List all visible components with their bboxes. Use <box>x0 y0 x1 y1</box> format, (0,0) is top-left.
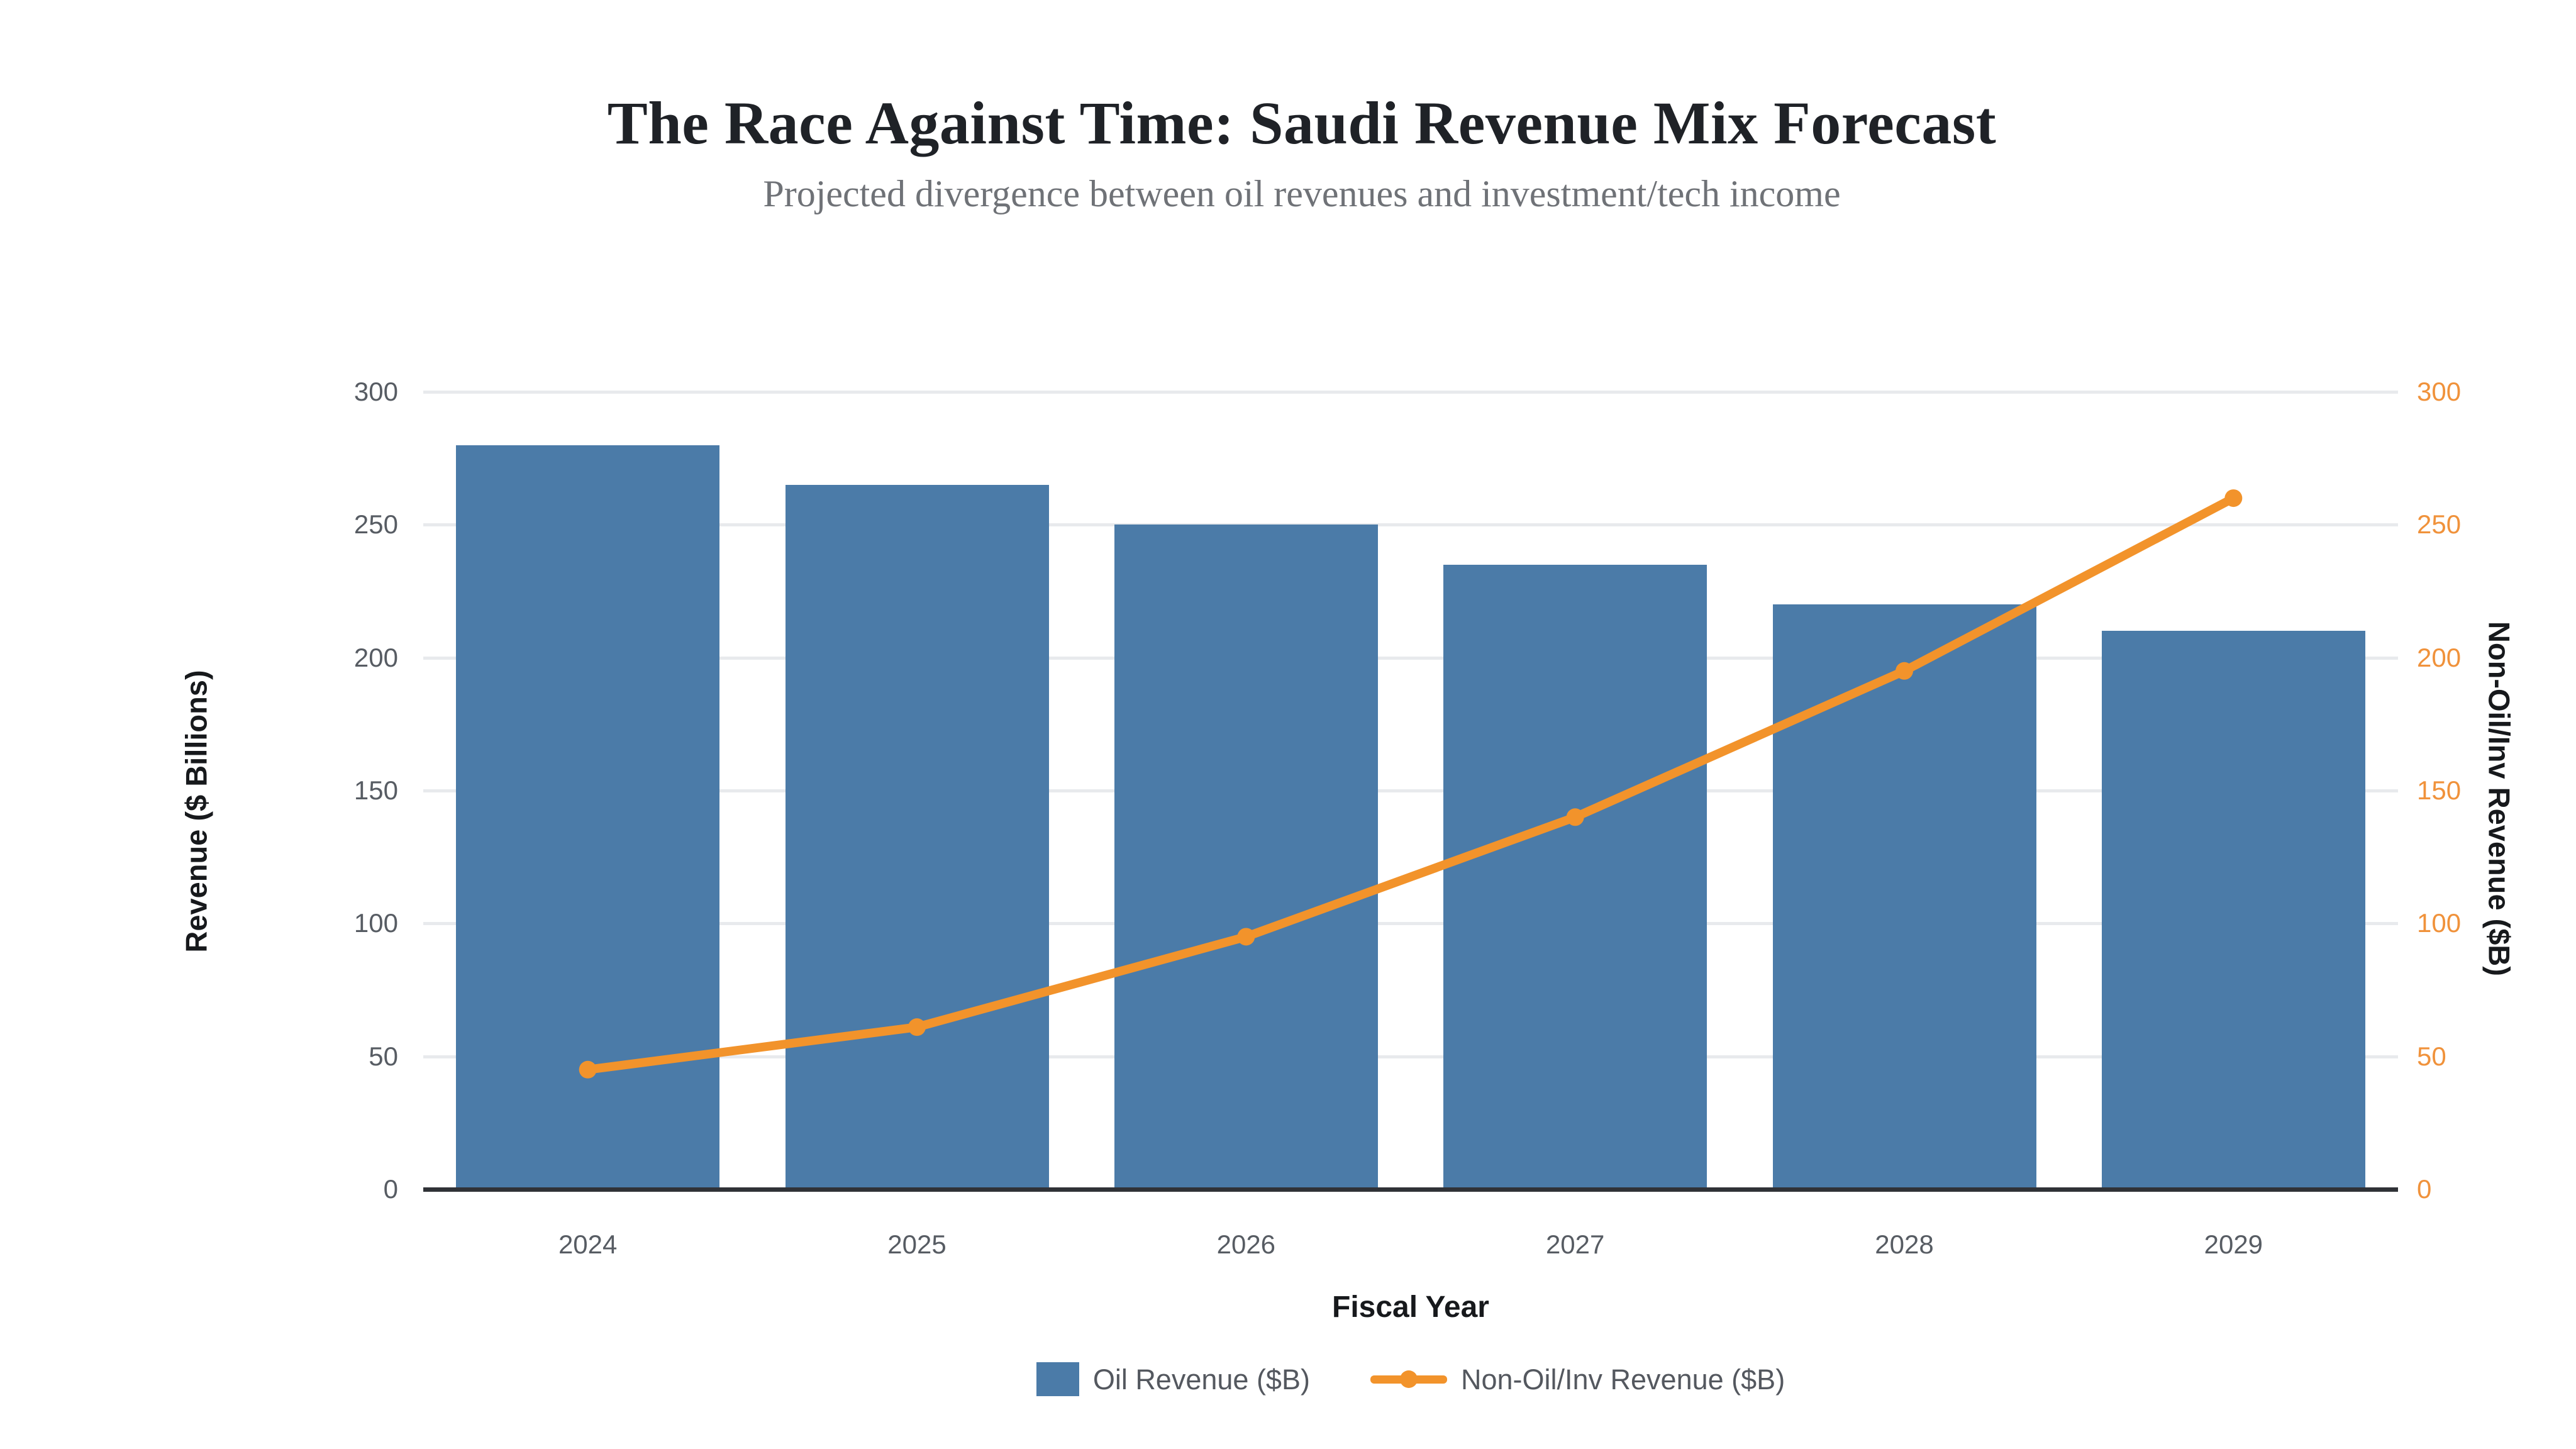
xtick-2025: 2025 <box>887 1230 947 1259</box>
right-ytick-50: 50 <box>2417 1041 2446 1071</box>
bar-2029 <box>2102 631 2365 1189</box>
left-ytick-0: 0 <box>383 1174 398 1204</box>
line-marker-2029 <box>2224 489 2243 508</box>
bar-2026 <box>1114 525 1378 1189</box>
bar-2024 <box>456 445 719 1189</box>
left-ytick-200: 200 <box>353 642 398 672</box>
left-axis-label: Revenue ($ Billions) <box>179 670 213 953</box>
right-ytick-300: 300 <box>2417 377 2462 406</box>
bar-2028 <box>1773 604 2036 1189</box>
right-ytick-200: 200 <box>2417 642 2462 672</box>
chart-title: The Race Against Time: Saudi Revenue Mix… <box>607 89 1997 157</box>
legend: Oil Revenue ($B) Non-Oil/Inv Revenue ($B… <box>423 1358 2398 1400</box>
bar-2027 <box>1443 565 1707 1189</box>
legend-item-oil: Oil Revenue ($B) <box>1036 1362 1310 1396</box>
left-ytick-50: 50 <box>369 1041 398 1071</box>
right-ytick-100: 100 <box>2417 908 2462 938</box>
oil-revenue-swatch-icon <box>1036 1362 1079 1396</box>
xtick-2028: 2028 <box>1875 1230 1934 1259</box>
xtick-2029: 2029 <box>2204 1230 2263 1259</box>
xtick-2024: 2024 <box>558 1230 618 1259</box>
xtick-2027: 2027 <box>1545 1230 1605 1259</box>
gridline-300 <box>423 391 2398 394</box>
gridline-250 <box>423 523 2398 527</box>
legend-label-oil: Oil Revenue ($B) <box>1092 1363 1310 1396</box>
right-ytick-0: 0 <box>2417 1174 2432 1204</box>
legend-item-nonoil: Non-Oil/Inv Revenue ($B) <box>1370 1362 1785 1396</box>
left-ytick-100: 100 <box>353 908 398 938</box>
right-ytick-150: 150 <box>2417 775 2462 805</box>
bar-2025 <box>786 485 1049 1189</box>
chart-subtitle: Projected divergence between oil revenue… <box>763 173 1841 214</box>
left-ytick-150: 150 <box>353 775 398 805</box>
right-axis-label: Non-Oil/Inv Revenue ($B) <box>2482 621 2516 977</box>
nonoil-revenue-line-marker-icon <box>1370 1362 1447 1396</box>
x-axis-line <box>423 1187 2398 1192</box>
xtick-2026: 2026 <box>1216 1230 1276 1259</box>
left-ytick-250: 250 <box>353 509 398 540</box>
left-ytick-300: 300 <box>353 377 398 406</box>
x-axis-label: Fiscal Year <box>1332 1291 1489 1324</box>
right-ytick-250: 250 <box>2417 509 2462 540</box>
legend-label-nonoil: Non-Oil/Inv Revenue ($B) <box>1460 1363 1785 1396</box>
